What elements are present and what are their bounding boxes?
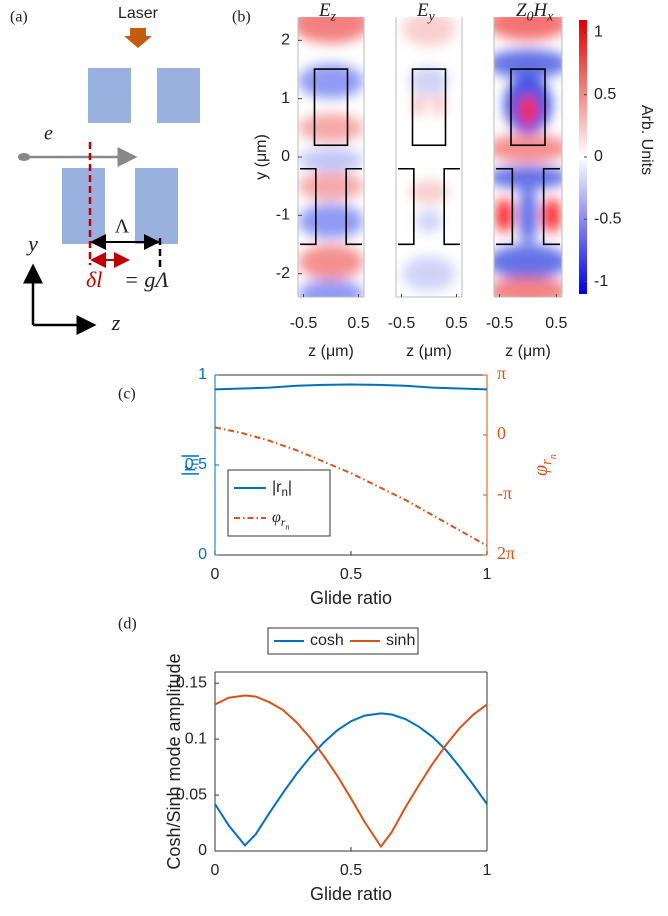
y-tick-label: 1 (198, 366, 207, 383)
x-axis-label: z (μm) (505, 343, 551, 360)
panel-label: (d) (118, 616, 137, 633)
pillar (135, 168, 178, 244)
field-blob (543, 198, 560, 233)
x-tick-label: 0.5 (347, 315, 369, 332)
colorbar-tick-label: 0.5 (594, 86, 616, 103)
text-part: |r (179, 466, 199, 477)
text-part: H (532, 0, 548, 21)
axis-label: z (111, 310, 121, 335)
colorbar-tick-label: 1 (594, 24, 603, 41)
field-blob (496, 198, 513, 233)
field-blob (487, 134, 569, 163)
text-part: n (187, 458, 202, 465)
x-axis-label: Glide ratio (310, 884, 392, 904)
field-blob (518, 186, 538, 244)
field-blob (416, 210, 442, 233)
y2-tick-label: π (497, 363, 506, 383)
pillar (157, 68, 200, 123)
colorbar-tick-label: -1 (594, 273, 608, 290)
field-blob (520, 96, 537, 125)
colorbar-tick-label: 0 (594, 148, 603, 165)
electron-label: e (44, 123, 53, 145)
x-tick-label: 1 (483, 566, 492, 583)
x-tick-label: 0.5 (445, 315, 467, 332)
field-blob (403, 256, 456, 291)
y-tick-label: -2 (276, 265, 290, 282)
x-axis-label: Glide ratio (310, 588, 392, 608)
period-label: Λ (115, 216, 130, 238)
y-tick-label: 0.1 (185, 730, 207, 747)
field-blob (298, 204, 364, 239)
pillar (88, 68, 131, 123)
text-part: φ (272, 509, 281, 526)
text-part: | (288, 479, 292, 496)
field-map (396, 11, 462, 297)
y2-tick-label: 2π (497, 543, 515, 563)
text-part: x (546, 9, 553, 24)
x-tick-label: -0.5 (486, 315, 514, 332)
shift-eq: = gΛ (124, 267, 169, 292)
x-axis-label: z (μm) (308, 343, 354, 360)
y-tick-label: 0 (198, 546, 207, 563)
pillar (62, 168, 105, 244)
x-tick-label: 1 (483, 862, 492, 879)
legend-label: sinh (386, 632, 415, 649)
colorbar-tick-label: -0.5 (594, 210, 622, 227)
field-blob (298, 172, 364, 201)
x-tick-label: 0.5 (340, 862, 362, 879)
text-part: E (416, 0, 429, 21)
legend-label: cosh (310, 632, 344, 649)
y-axis-label: y (μm) (253, 134, 270, 180)
axis-label: y (26, 231, 38, 256)
panel-label: (a) (10, 9, 28, 26)
x-tick-label: 0 (211, 862, 220, 879)
field-map (487, 5, 569, 305)
field-map (291, 3, 370, 309)
x-axis-label: z (μm) (406, 343, 452, 360)
field-blob (298, 113, 364, 142)
text-part: E (318, 0, 331, 21)
x-tick-label: 0.5 (340, 566, 362, 583)
x-tick-label: -0.5 (388, 315, 416, 332)
field-blob (409, 180, 449, 203)
field-blob (298, 245, 364, 280)
field-blob (434, 93, 444, 116)
laser-label: Laser (118, 5, 159, 22)
field-blob (414, 93, 424, 116)
figure: (a) Laser e Λ δl = gΛ y z (b) -0.5 0.5 z (… (0, 0, 668, 916)
y2-tick-label: 0 (497, 423, 506, 443)
y-tick-label: 0 (281, 148, 290, 165)
colorbar-label: Arb. Units (638, 105, 655, 175)
y-tick-label: 2 (281, 32, 290, 49)
y-tick-label: -1 (276, 207, 290, 224)
y2-tick-label: -π (497, 483, 512, 503)
text-part: n (548, 454, 559, 459)
panel-label: (b) (232, 9, 251, 26)
x-tick-label: 0 (211, 566, 220, 583)
field-blob (409, 67, 449, 96)
x-tick-label: -0.5 (290, 315, 318, 332)
y-axis-label: Cosh/Sinh mode amplitude (164, 653, 184, 869)
text-part: Z (516, 0, 527, 21)
text-part: | (179, 454, 199, 459)
text-part: φ (530, 465, 552, 476)
panel-label: (c) (118, 386, 136, 403)
field-blob (487, 49, 569, 78)
x-tick-label: 0.5 (545, 315, 567, 332)
shift-label: δl (86, 267, 102, 292)
field-bg (396, 17, 462, 297)
text-part: z (330, 9, 337, 24)
text-part: n (285, 523, 289, 532)
field-blob (487, 245, 569, 280)
y-tick-label: 1 (281, 90, 290, 107)
text-part: y (427, 9, 436, 24)
y-tick-label: 0 (198, 842, 207, 859)
